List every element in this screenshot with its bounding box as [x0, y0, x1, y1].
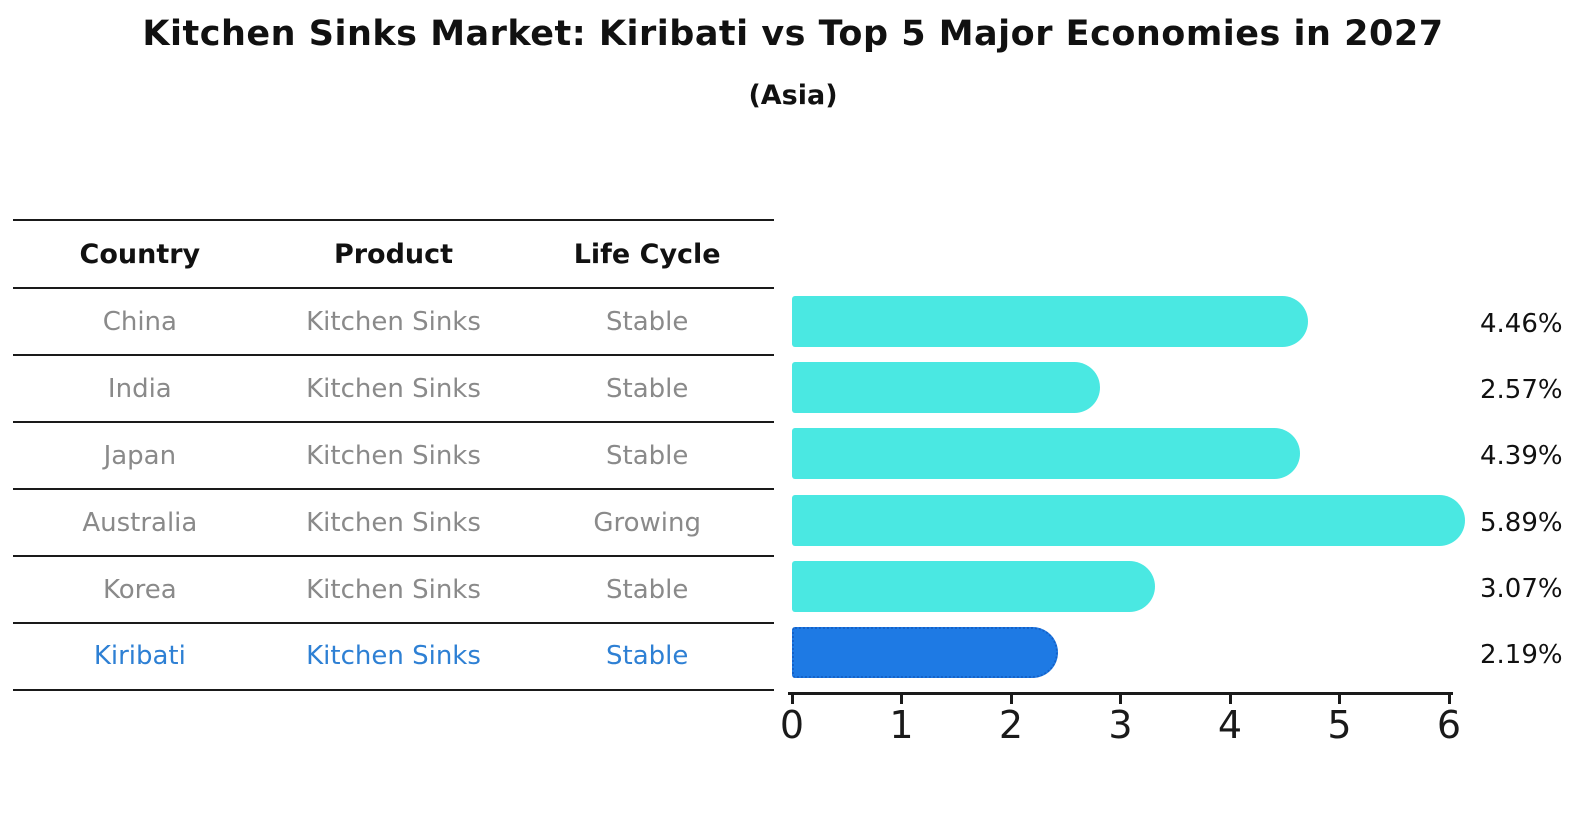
x-axis-tick-label: 0 — [779, 703, 805, 747]
table-rule — [13, 287, 774, 289]
table-rule — [13, 622, 774, 624]
table-rule — [13, 555, 774, 557]
product-cell: Kitchen Sinks — [306, 440, 481, 471]
country-cell: Kiribati — [93, 640, 186, 671]
x-axis-tick-label: 1 — [889, 703, 914, 747]
bar-korea — [792, 560, 1156, 612]
table-row-australia: Australia Kitchen Sinks Growing — [13, 490, 774, 555]
x-axis-tick-label: 4 — [1217, 703, 1243, 747]
product-cell: Kitchen Sinks — [306, 306, 481, 337]
value-label-india: 2.57% — [1480, 375, 1563, 406]
x-axis-tick — [1228, 694, 1232, 704]
x-axis-tick-label: 2 — [998, 703, 1024, 747]
x-axis-tick — [1447, 694, 1451, 704]
x-axis-tick — [790, 694, 794, 704]
value-labels: 4.46% 2.57% 4.39% 5.89% 3.07% 2.19% — [1480, 296, 1586, 696]
table-header-row: Country Product Life Cycle — [13, 221, 774, 287]
table-rule — [13, 689, 774, 691]
x-axis-tick — [1009, 694, 1013, 704]
country-cell: India — [107, 373, 172, 404]
bar-china — [792, 296, 1308, 347]
country-table: Country Product Life Cycle China Kitchen… — [13, 219, 774, 691]
country-cell: Korea — [102, 574, 177, 605]
product-cell: Kitchen Sinks — [306, 373, 481, 404]
header-cell-country: Country — [79, 238, 201, 270]
table-row-japan: Japan Kitchen Sinks Stable — [13, 423, 774, 488]
chart-subtitle: (Asia) — [748, 80, 838, 111]
x-axis-tick — [1119, 694, 1122, 704]
country-cell: China — [102, 306, 177, 337]
life-cycle-cell: Stable — [606, 574, 689, 605]
bar-japan — [792, 428, 1301, 480]
table-row-india: India Kitchen Sinks Stable — [13, 356, 774, 421]
value-label-australia: 5.89% — [1480, 507, 1563, 538]
table-rule — [13, 488, 774, 490]
bar-kiribati — [792, 627, 1059, 678]
life-cycle-cell: Growing — [593, 507, 701, 538]
life-cycle-cell: Stable — [606, 440, 689, 471]
life-cycle-cell: Stable — [606, 640, 689, 671]
x-axis: 0 1 2 3 4 5 6 — [780, 694, 1492, 754]
life-cycle-cell: Stable — [606, 306, 689, 337]
table-rule — [13, 219, 774, 221]
table-row-kiribati: Kiribati Kitchen Sinks Stable — [13, 624, 774, 687]
header-cell-life-cycle: Life Cycle — [573, 238, 721, 270]
table-rule — [13, 354, 774, 356]
x-axis-tick — [900, 694, 903, 704]
bar-plot-area — [792, 296, 1492, 696]
product-cell: Kitchen Sinks — [306, 507, 481, 538]
country-cell: Japan — [103, 440, 177, 471]
life-cycle-cell: Stable — [606, 373, 689, 404]
product-cell: Kitchen Sinks — [306, 574, 481, 605]
x-axis-line — [788, 692, 1453, 695]
value-label-korea: 3.07% — [1480, 573, 1563, 604]
table-row-korea: Korea Kitchen Sinks Stable — [13, 557, 774, 622]
table-row-china: China Kitchen Sinks Stable — [13, 289, 774, 354]
chart-title: Kitchen Sinks Market: Kiribati vs Top 5 … — [142, 14, 1444, 54]
x-axis-tick-label: 6 — [1436, 703, 1462, 747]
value-label-kiribati: 2.19% — [1480, 640, 1563, 670]
product-cell: Kitchen Sinks — [306, 640, 481, 671]
value-label-japan: 4.39% — [1480, 441, 1563, 472]
bar-india — [792, 362, 1101, 414]
country-cell: Australia — [82, 507, 198, 538]
bar-australia — [792, 494, 1465, 546]
x-axis-tick-label: 5 — [1327, 703, 1352, 747]
header-cell-product: Product — [333, 238, 454, 270]
value-label-china: 4.46% — [1480, 309, 1563, 339]
x-axis-tick-label: 3 — [1108, 703, 1133, 747]
x-axis-tick — [1338, 694, 1341, 704]
table-rule — [13, 421, 774, 423]
